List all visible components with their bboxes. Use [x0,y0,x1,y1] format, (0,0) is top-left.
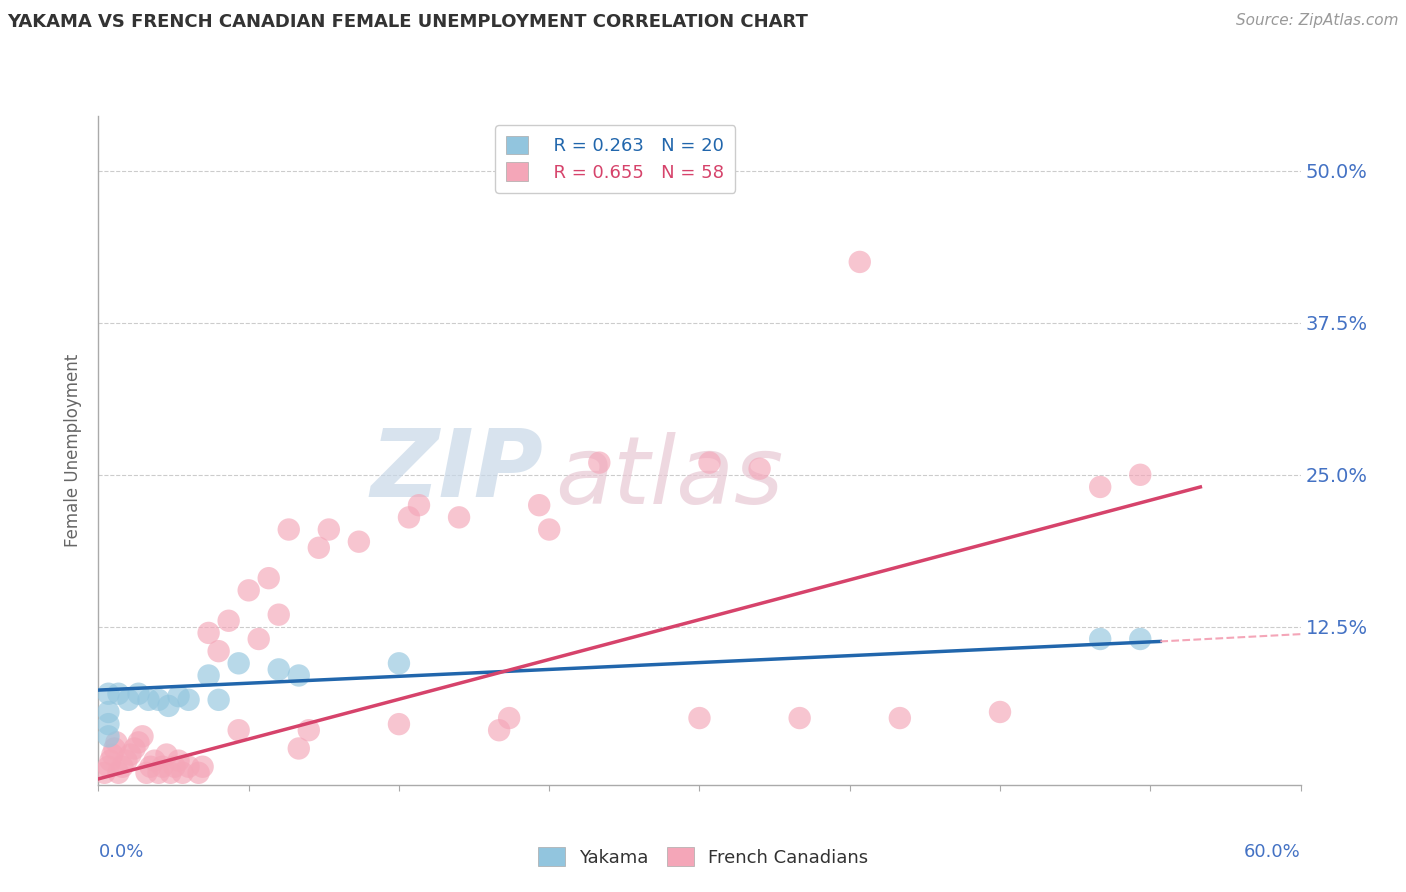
Point [120,747,142,762]
Point [267,607,290,622]
Point [347,534,370,549]
Text: 60.0%: 60.0% [1244,843,1301,861]
Point [172,765,194,780]
Point [152,760,174,774]
Point [789,711,811,725]
Point [1088,480,1111,494]
Point [139,760,162,774]
Point [124,741,146,756]
Point [93,765,115,780]
Point [97,687,120,701]
Point [197,626,219,640]
Point [588,456,610,470]
Point [308,541,330,555]
Text: atlas: atlas [555,432,783,523]
Legend: Yakama, French Canadians: Yakama, French Canadians [530,840,876,874]
Point [488,723,510,738]
Point [208,644,231,658]
Point [267,662,290,676]
Point [143,754,166,768]
Point [101,747,124,762]
Point [117,693,139,707]
Point [163,760,186,774]
Point [157,698,180,713]
Point [277,523,299,537]
Point [388,717,411,731]
Point [105,735,128,749]
Text: ZIP: ZIP [370,425,543,516]
Point [538,523,561,537]
Point [1129,467,1152,482]
Point [148,765,170,780]
Point [167,689,190,703]
Point [318,523,340,537]
Point [138,693,160,707]
Point [298,723,321,738]
Point [97,760,120,774]
Point [398,510,420,524]
Y-axis label: Female Unemployment: Female Unemployment [65,354,83,547]
Point [247,632,270,646]
Point [197,668,219,682]
Point [97,705,120,719]
Point [228,723,250,738]
Point [107,687,129,701]
Point [498,711,520,725]
Point [288,741,311,756]
Point [748,461,770,475]
Point [218,614,240,628]
Point [167,754,190,768]
Point [128,735,150,749]
Point [529,498,551,512]
Point [238,583,260,598]
Text: YAKAMA VS FRENCH CANADIAN FEMALE UNEMPLOYMENT CORRELATION CHART: YAKAMA VS FRENCH CANADIAN FEMALE UNEMPLO… [7,13,808,31]
Point [111,760,134,774]
Point [689,711,711,725]
Point [159,765,181,780]
Point [131,729,153,743]
Point [155,747,177,762]
Point [388,657,411,671]
Point [191,760,214,774]
Point [177,693,200,707]
Point [128,687,150,701]
Point [177,760,200,774]
Point [97,729,120,743]
Point [97,717,120,731]
Point [889,711,911,725]
Point [1088,632,1111,646]
Point [849,255,872,269]
Point [208,693,231,707]
Text: 0.0%: 0.0% [98,843,143,861]
Point [107,765,129,780]
Point [257,571,280,585]
Point [135,765,157,780]
Point [228,657,250,671]
Point [288,668,311,682]
Legend:   R = 0.263   N = 20,   R = 0.655   N = 58: R = 0.263 N = 20, R = 0.655 N = 58 [495,125,735,193]
Point [187,765,209,780]
Point [1129,632,1152,646]
Point [148,693,170,707]
Point [988,705,1011,719]
Text: Source: ZipAtlas.com: Source: ZipAtlas.com [1236,13,1399,29]
Point [408,498,430,512]
Point [699,456,721,470]
Point [100,754,122,768]
Point [115,754,138,768]
Point [103,741,125,756]
Point [447,510,470,524]
